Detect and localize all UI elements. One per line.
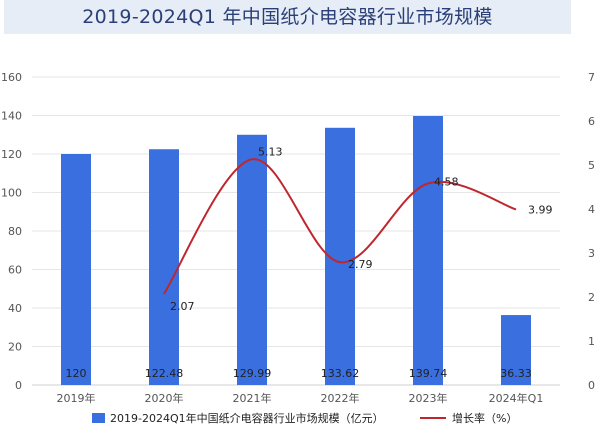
bar-value-label: 129.99 xyxy=(233,367,272,380)
y-right-tick-label: 6 xyxy=(588,115,595,128)
chart-title: 2019-2024Q1 年中国纸介电容器行业市场规模 xyxy=(82,6,493,28)
x-tick-label: 2020年 xyxy=(145,391,184,405)
y-right-tick-label: 3 xyxy=(588,247,595,260)
legend-label-line: 增长率（%） xyxy=(452,411,517,425)
bar xyxy=(61,154,91,385)
bar xyxy=(413,116,443,386)
bar-value-label: 36.33 xyxy=(500,367,532,380)
line-value-label: 2.79 xyxy=(348,258,373,271)
legend-label-bar: 2019-2024Q1年中国纸介电容器行业市场规模（亿元） xyxy=(110,411,384,425)
y-left-tick-label: 40 xyxy=(8,302,22,315)
y-left-tick-label: 120 xyxy=(1,148,22,161)
x-tick-label: 2019年 xyxy=(57,391,96,405)
y-left-tick-label: 160 xyxy=(1,71,22,84)
y-left-tick-label: 80 xyxy=(8,225,22,238)
line-value-label: 2.07 xyxy=(170,300,195,313)
y-left-tick-label: 60 xyxy=(8,264,22,277)
bar-value-label: 133.62 xyxy=(321,367,360,380)
y-left-tick-label: 20 xyxy=(8,341,22,354)
y-left-tick-label: 0 xyxy=(15,379,22,392)
bar-value-label: 120 xyxy=(66,367,87,380)
y-right-tick-label: 4 xyxy=(588,203,595,216)
line-value-label: 4.58 xyxy=(434,175,459,188)
y-right-tick-label: 2 xyxy=(588,291,595,304)
legend-swatch-bar xyxy=(92,413,105,423)
bar xyxy=(149,149,179,385)
line-value-label: 3.99 xyxy=(528,203,553,216)
x-tick-label: 2023年 xyxy=(409,391,448,405)
bar xyxy=(501,315,531,385)
x-tick-label: 2024年Q1 xyxy=(489,391,544,405)
y-right-tick-label: 0 xyxy=(588,379,595,392)
title-band xyxy=(4,0,571,34)
bar xyxy=(237,134,267,385)
bar-value-label: 139.74 xyxy=(409,367,448,380)
growth-rate-line xyxy=(163,158,517,295)
x-tick-label: 2021年 xyxy=(233,391,272,405)
bar-value-label: 122.48 xyxy=(145,367,184,380)
y-right-tick-label: 5 xyxy=(588,159,595,172)
y-right-tick-label: 7 xyxy=(588,71,595,84)
x-tick-label: 2022年 xyxy=(321,391,360,405)
y-left-tick-label: 140 xyxy=(1,110,22,123)
line-value-label: 5.13 xyxy=(258,145,283,158)
y-right-tick-label: 1 xyxy=(588,335,595,348)
y-left-tick-label: 100 xyxy=(1,187,22,200)
